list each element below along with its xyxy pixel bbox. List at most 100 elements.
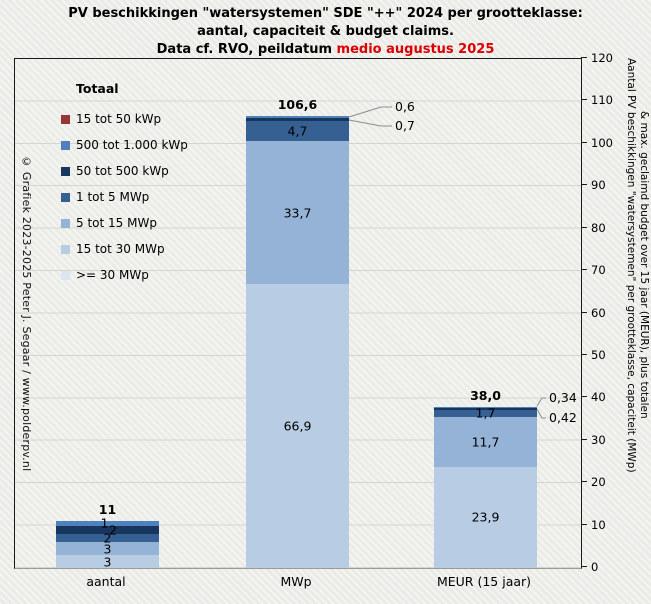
bar-meur: 1,7 11,7 23,9 bbox=[434, 405, 537, 568]
y-axis-tick-label: 40 bbox=[591, 390, 606, 405]
y-axis-tick-mark bbox=[581, 99, 587, 101]
bar-segment bbox=[434, 408, 537, 410]
y-axis-tick-label: 90 bbox=[591, 178, 606, 193]
legend-swatch-icon bbox=[61, 244, 70, 254]
bar-segment-value-label: 1 bbox=[100, 515, 109, 531]
legend-item: 15 tot 50 kWp bbox=[61, 106, 188, 132]
bar-segment bbox=[246, 115, 349, 119]
bar-segment bbox=[246, 118, 349, 122]
y-axis-tick-mark bbox=[581, 269, 587, 271]
chart-title-line3-prefix: Data cf. RVO, peildatum bbox=[156, 42, 337, 57]
bar-segment bbox=[56, 534, 159, 543]
x-category-label-meur: MEUR (15 jaar) bbox=[436, 574, 532, 589]
y-axis-tick-mark bbox=[581, 481, 587, 483]
copyright-watermark: © Grafiek 2023-2025 Peter J. Segaar / ww… bbox=[20, 155, 33, 472]
bar-segment-value-label: 1,7 bbox=[475, 405, 496, 421]
y-axis-tick-label: 30 bbox=[591, 432, 606, 447]
legend-swatch-icon bbox=[61, 140, 70, 150]
callout-label-meur-50-500kwp: 0,42 bbox=[549, 410, 577, 425]
bar-segment bbox=[56, 521, 159, 526]
chart-title-line3: Data cf. RVO, peildatum medio augustus 2… bbox=[0, 41, 651, 59]
plot-area: © Grafiek 2023-2025 Peter J. Segaar / ww… bbox=[14, 58, 582, 569]
y-axis-title-line2: & max. geclaimd budget over 15 jaar (MEU… bbox=[638, 111, 650, 420]
bar-segment-value-label: 11,7 bbox=[471, 434, 500, 450]
legend-item-label: 5 tot 15 MWp bbox=[76, 216, 157, 230]
y-axis-tick-label: 70 bbox=[591, 263, 606, 278]
bar-segment-value-label: 3 bbox=[103, 541, 112, 557]
bar-segment-value-label: 66,9 bbox=[283, 418, 312, 434]
y-axis-tick-mark bbox=[581, 353, 587, 355]
y-axis-tick-mark bbox=[581, 57, 587, 58]
legend-item: >= 30 MWp bbox=[61, 262, 188, 288]
legend-swatch-icon bbox=[61, 166, 70, 176]
legend: Totaal 15 tot 50 kWp 500 tot 1.000 kWp 50 … bbox=[61, 81, 188, 288]
y-axis-tick-mark bbox=[581, 438, 587, 440]
bar-segment bbox=[246, 121, 349, 142]
x-category-label-aantal: aantal bbox=[86, 574, 126, 589]
x-category-label-mwp: MWp bbox=[280, 574, 312, 589]
y-axis-tick-label: 50 bbox=[591, 347, 606, 362]
legend-item-label: 15 tot 50 kWp bbox=[76, 112, 162, 126]
bar-segment bbox=[434, 406, 537, 409]
bar-segment bbox=[246, 284, 349, 568]
legend-swatch-icon bbox=[61, 114, 70, 124]
y-axis-tick-label: 80 bbox=[591, 220, 606, 235]
y-axis-tick-label: 20 bbox=[591, 475, 606, 490]
bar-segment bbox=[56, 525, 159, 535]
legend-swatch-icon bbox=[61, 270, 70, 280]
y-axis-tick-mark bbox=[581, 311, 587, 313]
bar-segment-value-label: 2 bbox=[109, 522, 117, 538]
y-axis-tick-label: 60 bbox=[591, 305, 606, 320]
bar-segment bbox=[434, 409, 537, 418]
bar-segment-value-label: 4,7 bbox=[287, 123, 308, 139]
y-axis-tick-label: 100 bbox=[591, 135, 613, 150]
y-axis-tick-label: 10 bbox=[591, 517, 606, 532]
bar-segment bbox=[56, 555, 159, 568]
bar-segment bbox=[246, 141, 349, 285]
y-axis-tick-label: 0 bbox=[591, 560, 599, 574]
chart-title-line1: PV beschikkingen "watersystemen" SDE "++… bbox=[68, 6, 583, 21]
y-axis-tick-label: 120 bbox=[591, 51, 613, 65]
bar-mwp: 4,7 33,7 66,9 bbox=[246, 115, 349, 568]
y-axis-tick-mark bbox=[581, 184, 587, 186]
callout-label-meur-500-1000kwp: 0,34 bbox=[549, 390, 577, 405]
bar-segment-value-label: 3 bbox=[103, 554, 112, 570]
legend-item: 15 tot 30 MWp bbox=[61, 236, 188, 262]
legend-item-label: >= 30 MWp bbox=[76, 268, 149, 282]
chart-title-line2: aantal, capaciteit & budget claims. bbox=[197, 24, 454, 39]
legend-item-label: 500 tot 1.000 kWp bbox=[76, 138, 188, 152]
bar-segment-value-label: 2 bbox=[103, 530, 112, 546]
y-axis-title-line1: Aantal PV beschikkingen "watersystemen" … bbox=[625, 58, 637, 473]
legend-items: 15 tot 50 kWp 500 tot 1.000 kWp 50 tot 500… bbox=[61, 106, 188, 288]
y-axis-title: Aantal PV beschikkingen "watersystemen" … bbox=[624, 58, 650, 567]
total-label-aantal: 11 bbox=[98, 502, 117, 518]
callout-label-mwp-50-500kwp: 0,7 bbox=[395, 118, 415, 133]
y-axis-tick-mark bbox=[581, 226, 587, 228]
total-label-mwp: 106,6 bbox=[277, 96, 318, 112]
legend-header: Totaal bbox=[76, 81, 119, 96]
y-axis-right: 0 10 20 30 40 50 60 70 80 90 100 110 120 bbox=[581, 51, 629, 574]
bar-segment-value-label: 23,9 bbox=[471, 509, 500, 525]
legend-swatch-icon bbox=[61, 192, 70, 202]
y-axis-tick-mark bbox=[581, 523, 587, 525]
bar-segment bbox=[56, 542, 159, 556]
legend-item: 5 tot 15 MWp bbox=[61, 210, 188, 236]
legend-swatch-icon bbox=[61, 218, 70, 228]
chart-title: PV beschikkingen "watersystemen" SDE "++… bbox=[0, 5, 651, 59]
legend-item: 1 tot 5 MWp bbox=[61, 184, 188, 210]
total-label-meur: 38,0 bbox=[470, 387, 501, 403]
y-axis-tick-mark bbox=[581, 566, 587, 567]
legend-item-label: 1 tot 5 MWp bbox=[76, 190, 150, 204]
bar-segment bbox=[434, 417, 537, 467]
y-axis-tick-mark bbox=[581, 141, 587, 143]
bar-segment bbox=[434, 466, 537, 568]
y-axis-tick-label: 110 bbox=[591, 93, 613, 108]
legend-item: 500 tot 1.000 kWp bbox=[61, 132, 188, 158]
legend-item-label: 50 tot 500 kWp bbox=[76, 164, 169, 178]
legend-item-label: 15 tot 30 MWp bbox=[76, 242, 165, 256]
callout-label-mwp-500-1000kwp: 0,6 bbox=[395, 99, 415, 114]
chart-title-date-highlight: medio augustus 2025 bbox=[336, 42, 495, 57]
bar-segment-value-label: 33,7 bbox=[283, 205, 312, 221]
legend-item: 50 tot 500 kWp bbox=[61, 158, 188, 184]
